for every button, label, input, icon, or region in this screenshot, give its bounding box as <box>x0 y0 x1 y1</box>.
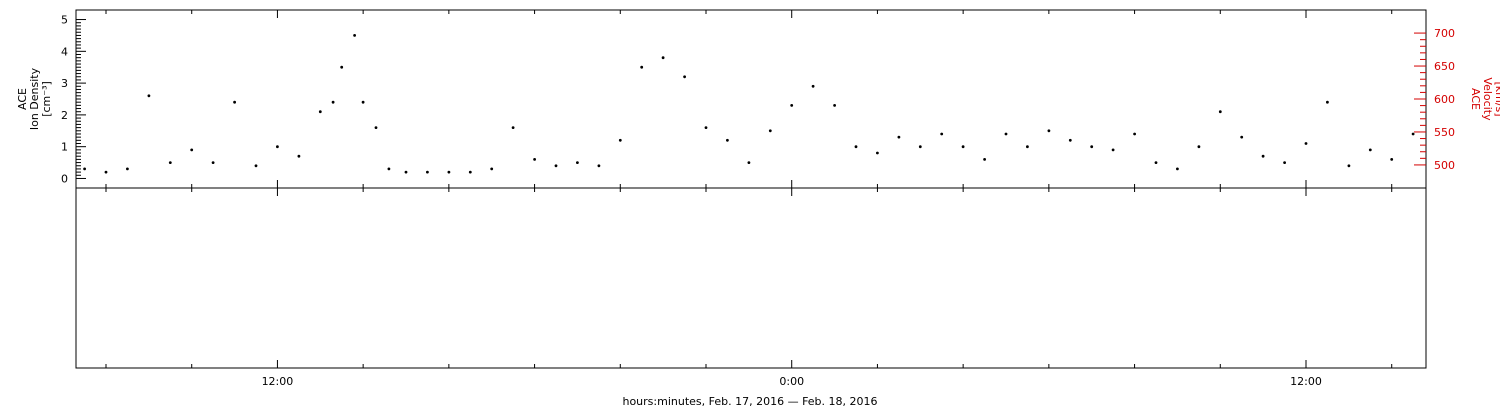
density-point <box>318 110 322 114</box>
density-point <box>533 158 536 161</box>
density-point <box>387 167 391 171</box>
velocity-tick-label: 600 <box>1434 93 1455 106</box>
x-tick-label: 0:00 <box>779 375 804 388</box>
density-point <box>211 161 215 165</box>
density-point <box>876 151 879 155</box>
velocity-tick-label: 650 <box>1434 60 1455 73</box>
density-point <box>1197 145 1201 149</box>
density-point <box>618 138 622 142</box>
density-point <box>1304 142 1308 145</box>
bottom-panel <box>75 187 1427 369</box>
density-tick-label: 4 <box>61 45 68 58</box>
density-point <box>233 100 237 104</box>
density-point <box>704 126 708 129</box>
velocity-axis-label-line: [km/s] <box>1493 81 1500 116</box>
velocity-tick-label: 550 <box>1434 126 1455 139</box>
x-axis-label: hours:minutes, Feb. 17, 2016 — Feb. 18, … <box>622 395 877 408</box>
density-point <box>490 167 494 171</box>
density-point <box>353 34 356 37</box>
density-point <box>940 132 944 136</box>
density-point <box>640 65 644 69</box>
density-point <box>1240 135 1244 139</box>
density-point <box>1176 167 1179 171</box>
velocity-tick-label: 500 <box>1434 159 1455 172</box>
velocity-axis-label-line: ACE <box>1469 88 1482 110</box>
velocity-tick-label: 700 <box>1434 27 1455 40</box>
density-point <box>683 75 686 79</box>
density-point <box>1218 110 1222 114</box>
density-point <box>126 167 129 171</box>
density-tick-label: 2 <box>61 109 68 122</box>
top-panel-frame <box>75 9 1427 189</box>
density-point <box>811 84 815 88</box>
density-point <box>426 170 429 174</box>
density-point <box>104 170 108 174</box>
density-tick-label: 3 <box>61 77 68 90</box>
density-tick-label: 5 <box>61 14 68 27</box>
density-point <box>331 100 335 104</box>
density-point <box>276 145 279 149</box>
density-point <box>768 129 772 133</box>
density-point <box>854 145 858 149</box>
density-point <box>1283 161 1286 165</box>
x-tick-label: 12:00 <box>262 375 294 388</box>
density-point <box>1068 138 1072 142</box>
density-point <box>576 161 579 165</box>
x-tick-label: 12:00 <box>1290 375 1322 388</box>
bottom-panel-frame <box>75 187 1427 369</box>
density-point <box>1133 132 1136 136</box>
density-point <box>1154 161 1158 165</box>
density-axis-label-line: Ion Density <box>28 67 41 130</box>
density-point <box>961 145 965 149</box>
density-axis-label-line: [cm⁻³] <box>40 81 53 117</box>
density-point <box>833 104 836 107</box>
density-point <box>1368 148 1372 152</box>
x-axis: 12:00 0:00 12:00 hours:minutes, Feb. 17, 20… <box>105 10 1393 408</box>
density-point <box>1411 132 1415 136</box>
density-point <box>83 167 86 171</box>
density-point <box>1261 154 1265 158</box>
density-point <box>1111 148 1115 152</box>
density-point <box>983 158 986 161</box>
density-point <box>468 170 472 174</box>
density-point <box>190 148 194 152</box>
density-point <box>1004 132 1008 136</box>
density-point <box>726 138 729 142</box>
density-point <box>254 164 258 168</box>
density-point <box>361 100 365 104</box>
density-axis-label-line: ACE <box>16 88 29 110</box>
density-point <box>918 145 922 149</box>
density-point <box>1326 100 1329 104</box>
density-point <box>661 56 665 60</box>
velocity-axis-label: ACE Velocity [km/s] <box>1469 77 1500 121</box>
density-series <box>83 34 1415 174</box>
density-tick-label: 0 <box>61 172 68 185</box>
density-point <box>404 170 408 174</box>
density-point <box>340 65 344 69</box>
density-point <box>168 161 172 165</box>
density-point <box>147 94 151 98</box>
density-point <box>447 170 451 174</box>
density-point <box>297 154 301 158</box>
density-point <box>554 164 558 168</box>
density-point <box>897 135 901 139</box>
density-point <box>511 126 515 129</box>
velocity-axis-label-line: Velocity <box>1481 77 1494 121</box>
density-tick-label: 1 <box>61 141 68 154</box>
density-point <box>374 126 378 129</box>
density-point <box>790 104 794 107</box>
density-point <box>1047 129 1051 133</box>
density-point <box>1390 158 1394 161</box>
density-axis-label: ACE Ion Density [cm⁻³] <box>16 67 53 130</box>
density-point <box>747 161 751 165</box>
density-point <box>1347 164 1351 168</box>
density-point <box>597 164 601 168</box>
density-point <box>1090 145 1094 149</box>
density-point <box>1026 145 1029 149</box>
